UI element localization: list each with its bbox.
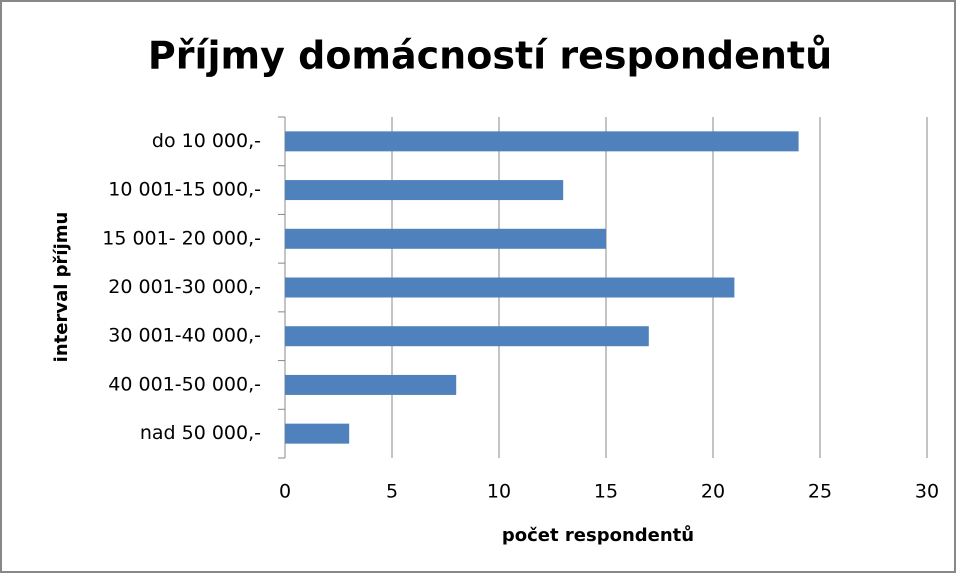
y-tick-label: 30 001-40 000,- bbox=[108, 325, 261, 347]
y-tick-label: do 10 000,- bbox=[152, 130, 261, 152]
bar bbox=[285, 131, 799, 152]
x-tick-label: 15 bbox=[594, 481, 618, 503]
bar bbox=[285, 374, 457, 395]
x-axis-title: počet respondentů bbox=[502, 524, 694, 546]
x-tick-label: 20 bbox=[701, 481, 725, 503]
y-tick-label: 20 001-30 000,- bbox=[108, 276, 261, 298]
chart-title: Příjmy domácností respondentů bbox=[148, 34, 832, 78]
y-tick-label: 40 001-50 000,- bbox=[108, 373, 261, 395]
x-tick-label: 0 bbox=[279, 481, 291, 503]
bar bbox=[285, 180, 564, 201]
y-tick-label: nad 50 000,- bbox=[140, 422, 261, 444]
x-tick-label: 30 bbox=[915, 481, 939, 503]
x-tick-label: 25 bbox=[808, 481, 832, 503]
bar bbox=[285, 423, 350, 444]
x-tick-label: 10 bbox=[487, 481, 511, 503]
y-tick-label: 10 001-15 000,- bbox=[108, 179, 261, 201]
y-axis-title: interval příjmu bbox=[51, 212, 72, 363]
bar bbox=[285, 277, 735, 298]
y-tick-label: 15 001- 20 000,- bbox=[102, 227, 261, 249]
bar bbox=[285, 326, 649, 347]
x-tick-label: 5 bbox=[386, 481, 398, 503]
bar bbox=[285, 228, 606, 249]
